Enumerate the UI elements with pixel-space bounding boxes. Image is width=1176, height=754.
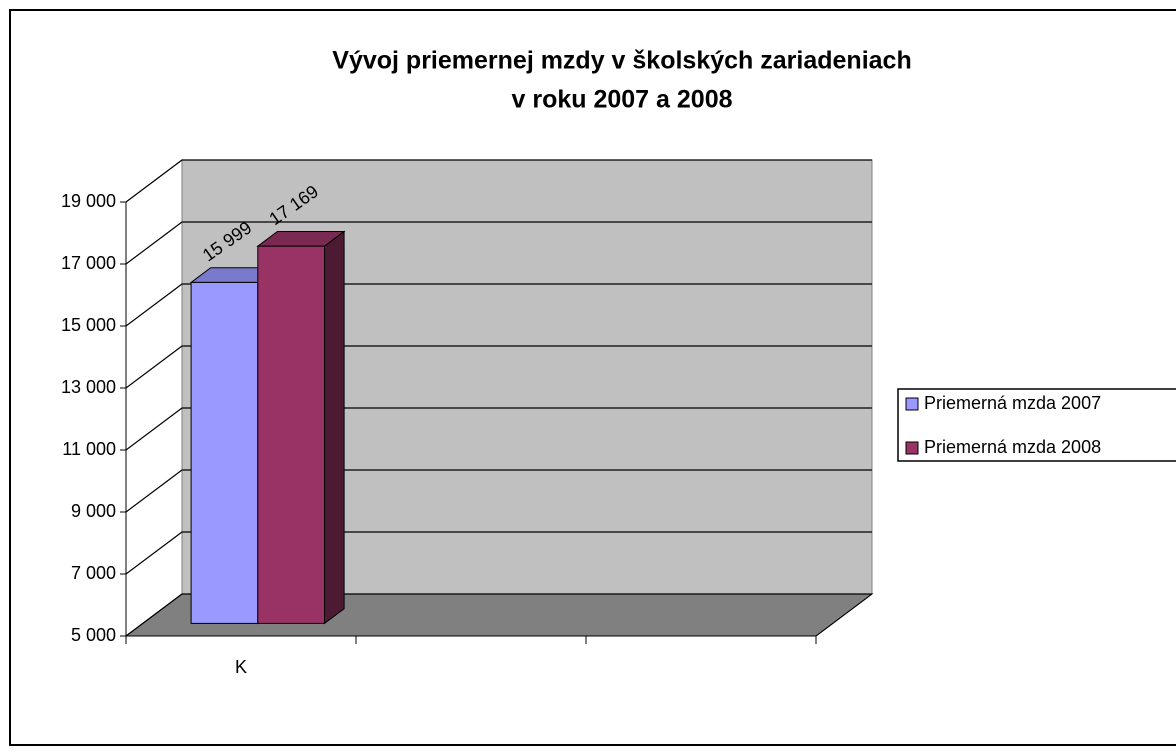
grid-line bbox=[125, 531, 872, 575]
side-wall bbox=[125, 159, 183, 637]
floor-edge bbox=[815, 593, 873, 637]
chart-title: v roku 2007 a 2008 bbox=[512, 86, 733, 114]
bar bbox=[256, 230, 346, 625]
y-tick-label: 15 000 bbox=[61, 315, 116, 335]
bar-side bbox=[324, 230, 345, 625]
bar-front bbox=[257, 245, 325, 624]
y-tick-label: 13 000 bbox=[61, 377, 116, 397]
legend-label: Priemerná mzda 2008 bbox=[924, 437, 1101, 457]
grid-line bbox=[125, 159, 872, 203]
grid-line bbox=[125, 407, 872, 451]
chart-title: Vývoj priemernej mzdy v školských zariad… bbox=[332, 47, 911, 75]
grid-line bbox=[125, 345, 872, 389]
y-tick-label: 7 000 bbox=[71, 563, 116, 583]
legend-swatch bbox=[905, 397, 919, 411]
plot-area bbox=[120, 159, 874, 644]
grid-line bbox=[125, 593, 872, 637]
grid-line bbox=[125, 469, 872, 513]
legend: Priemerná mzda 2007 Priemerná mzda 2008 bbox=[897, 388, 1176, 462]
y-tick-label: 9 000 bbox=[71, 501, 116, 521]
legend-box bbox=[897, 388, 1176, 462]
grid-line bbox=[125, 221, 872, 265]
y-tick-label: 19 000 bbox=[61, 191, 116, 211]
y-tick-label: 11 000 bbox=[62, 439, 116, 459]
bar-front bbox=[190, 281, 259, 624]
x-tick-label: K bbox=[235, 657, 247, 677]
y-tick-label: 5 000 bbox=[71, 625, 116, 645]
grid-line bbox=[125, 283, 872, 327]
legend-swatch bbox=[905, 441, 919, 455]
y-tick-label: 17 000 bbox=[61, 253, 116, 273]
legend-label: Priemerná mzda 2007 bbox=[924, 393, 1101, 413]
